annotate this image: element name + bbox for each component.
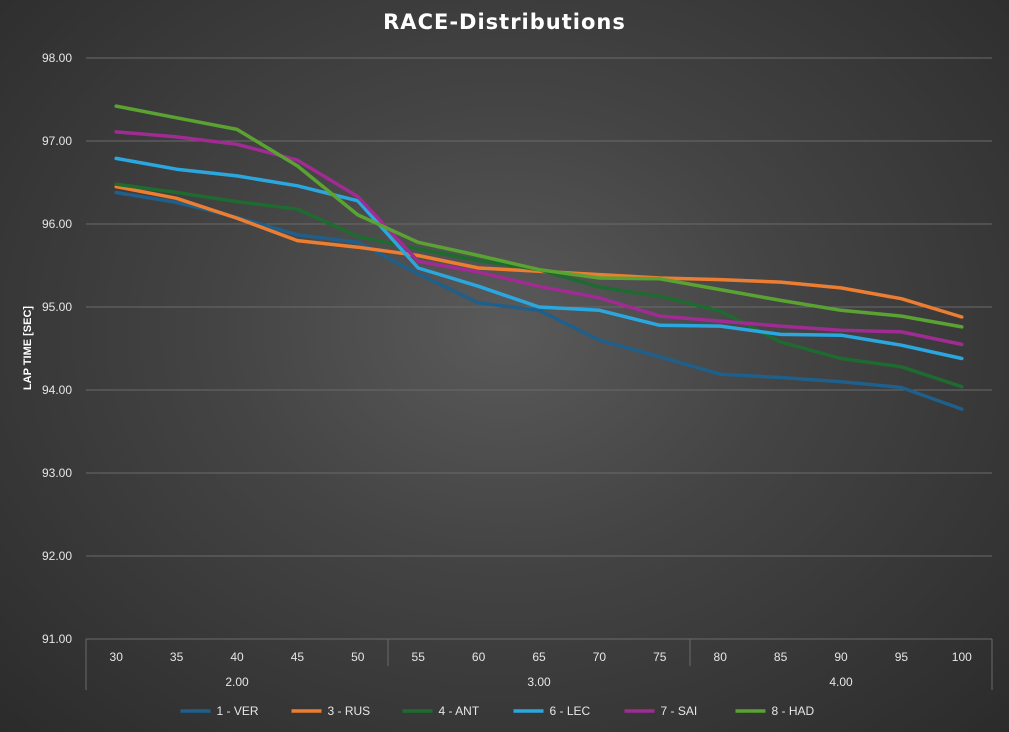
x-tick-label: 85 (774, 650, 788, 664)
y-tick-label: 94.00 (42, 383, 72, 397)
x-tick-label: 95 (895, 650, 909, 664)
legend-label: 6 - LEC (550, 704, 591, 718)
x-tick-label: 55 (412, 650, 426, 664)
y-tick-label: 97.00 (42, 134, 72, 148)
x-tick-label: 80 (714, 650, 728, 664)
x-tick-label: 75 (653, 650, 667, 664)
x-tick-label: 70 (593, 650, 607, 664)
x-tick-label: 60 (472, 650, 486, 664)
x-axis: 30 35 40 45 50 55 60 65 70 75 80 85 90 95 100 2.00 3.00 4… (85, 639, 993, 690)
x-tick-label: 100 (952, 650, 972, 664)
legend: 1 - VER 3 - RUS 4 - ANT 6 - LEC 7 - SAI 8 - H… (180, 704, 815, 718)
legend-label: 7 - SAI (661, 704, 698, 718)
x-group-label: 4.00 (829, 675, 853, 689)
chart-title: RACE-Distributions (383, 10, 626, 34)
x-group-label: 2.00 (225, 675, 249, 689)
y-axis: 91.00 92.00 93.00 94.00 95.00 96.00 97.00 98.00 (42, 51, 72, 646)
x-tick-label: 50 (351, 650, 365, 664)
y-tick-label: 95.00 (42, 300, 72, 314)
series-line (114, 104, 964, 329)
x-tick-label: 90 (834, 650, 848, 664)
x-group-label: 3.00 (527, 675, 551, 689)
y-tick-label: 98.00 (42, 51, 72, 65)
series-line (114, 130, 964, 347)
y-tick-label: 91.00 (42, 632, 72, 646)
x-tick-label: 65 (532, 650, 546, 664)
legend-label: 1 - VER (217, 704, 259, 718)
series-lines (114, 104, 964, 411)
y-tick-label: 93.00 (42, 466, 72, 480)
x-tick-label: 35 (170, 650, 184, 664)
series-line (114, 184, 964, 319)
y-tick-label: 96.00 (42, 217, 72, 231)
x-tick-label: 30 (110, 650, 124, 664)
y-axis-label: LAP TIME [SEC] (22, 306, 34, 390)
y-tick-label: 92.00 (42, 549, 72, 563)
series-line (114, 190, 964, 411)
legend-label: 3 - RUS (328, 704, 371, 718)
legend-label: 8 - HAD (772, 704, 815, 718)
x-tick-label: 45 (291, 650, 305, 664)
gridlines (86, 57, 992, 640)
series-line (114, 156, 964, 361)
x-tick-label: 40 (230, 650, 244, 664)
legend-label: 4 - ANT (439, 704, 480, 718)
